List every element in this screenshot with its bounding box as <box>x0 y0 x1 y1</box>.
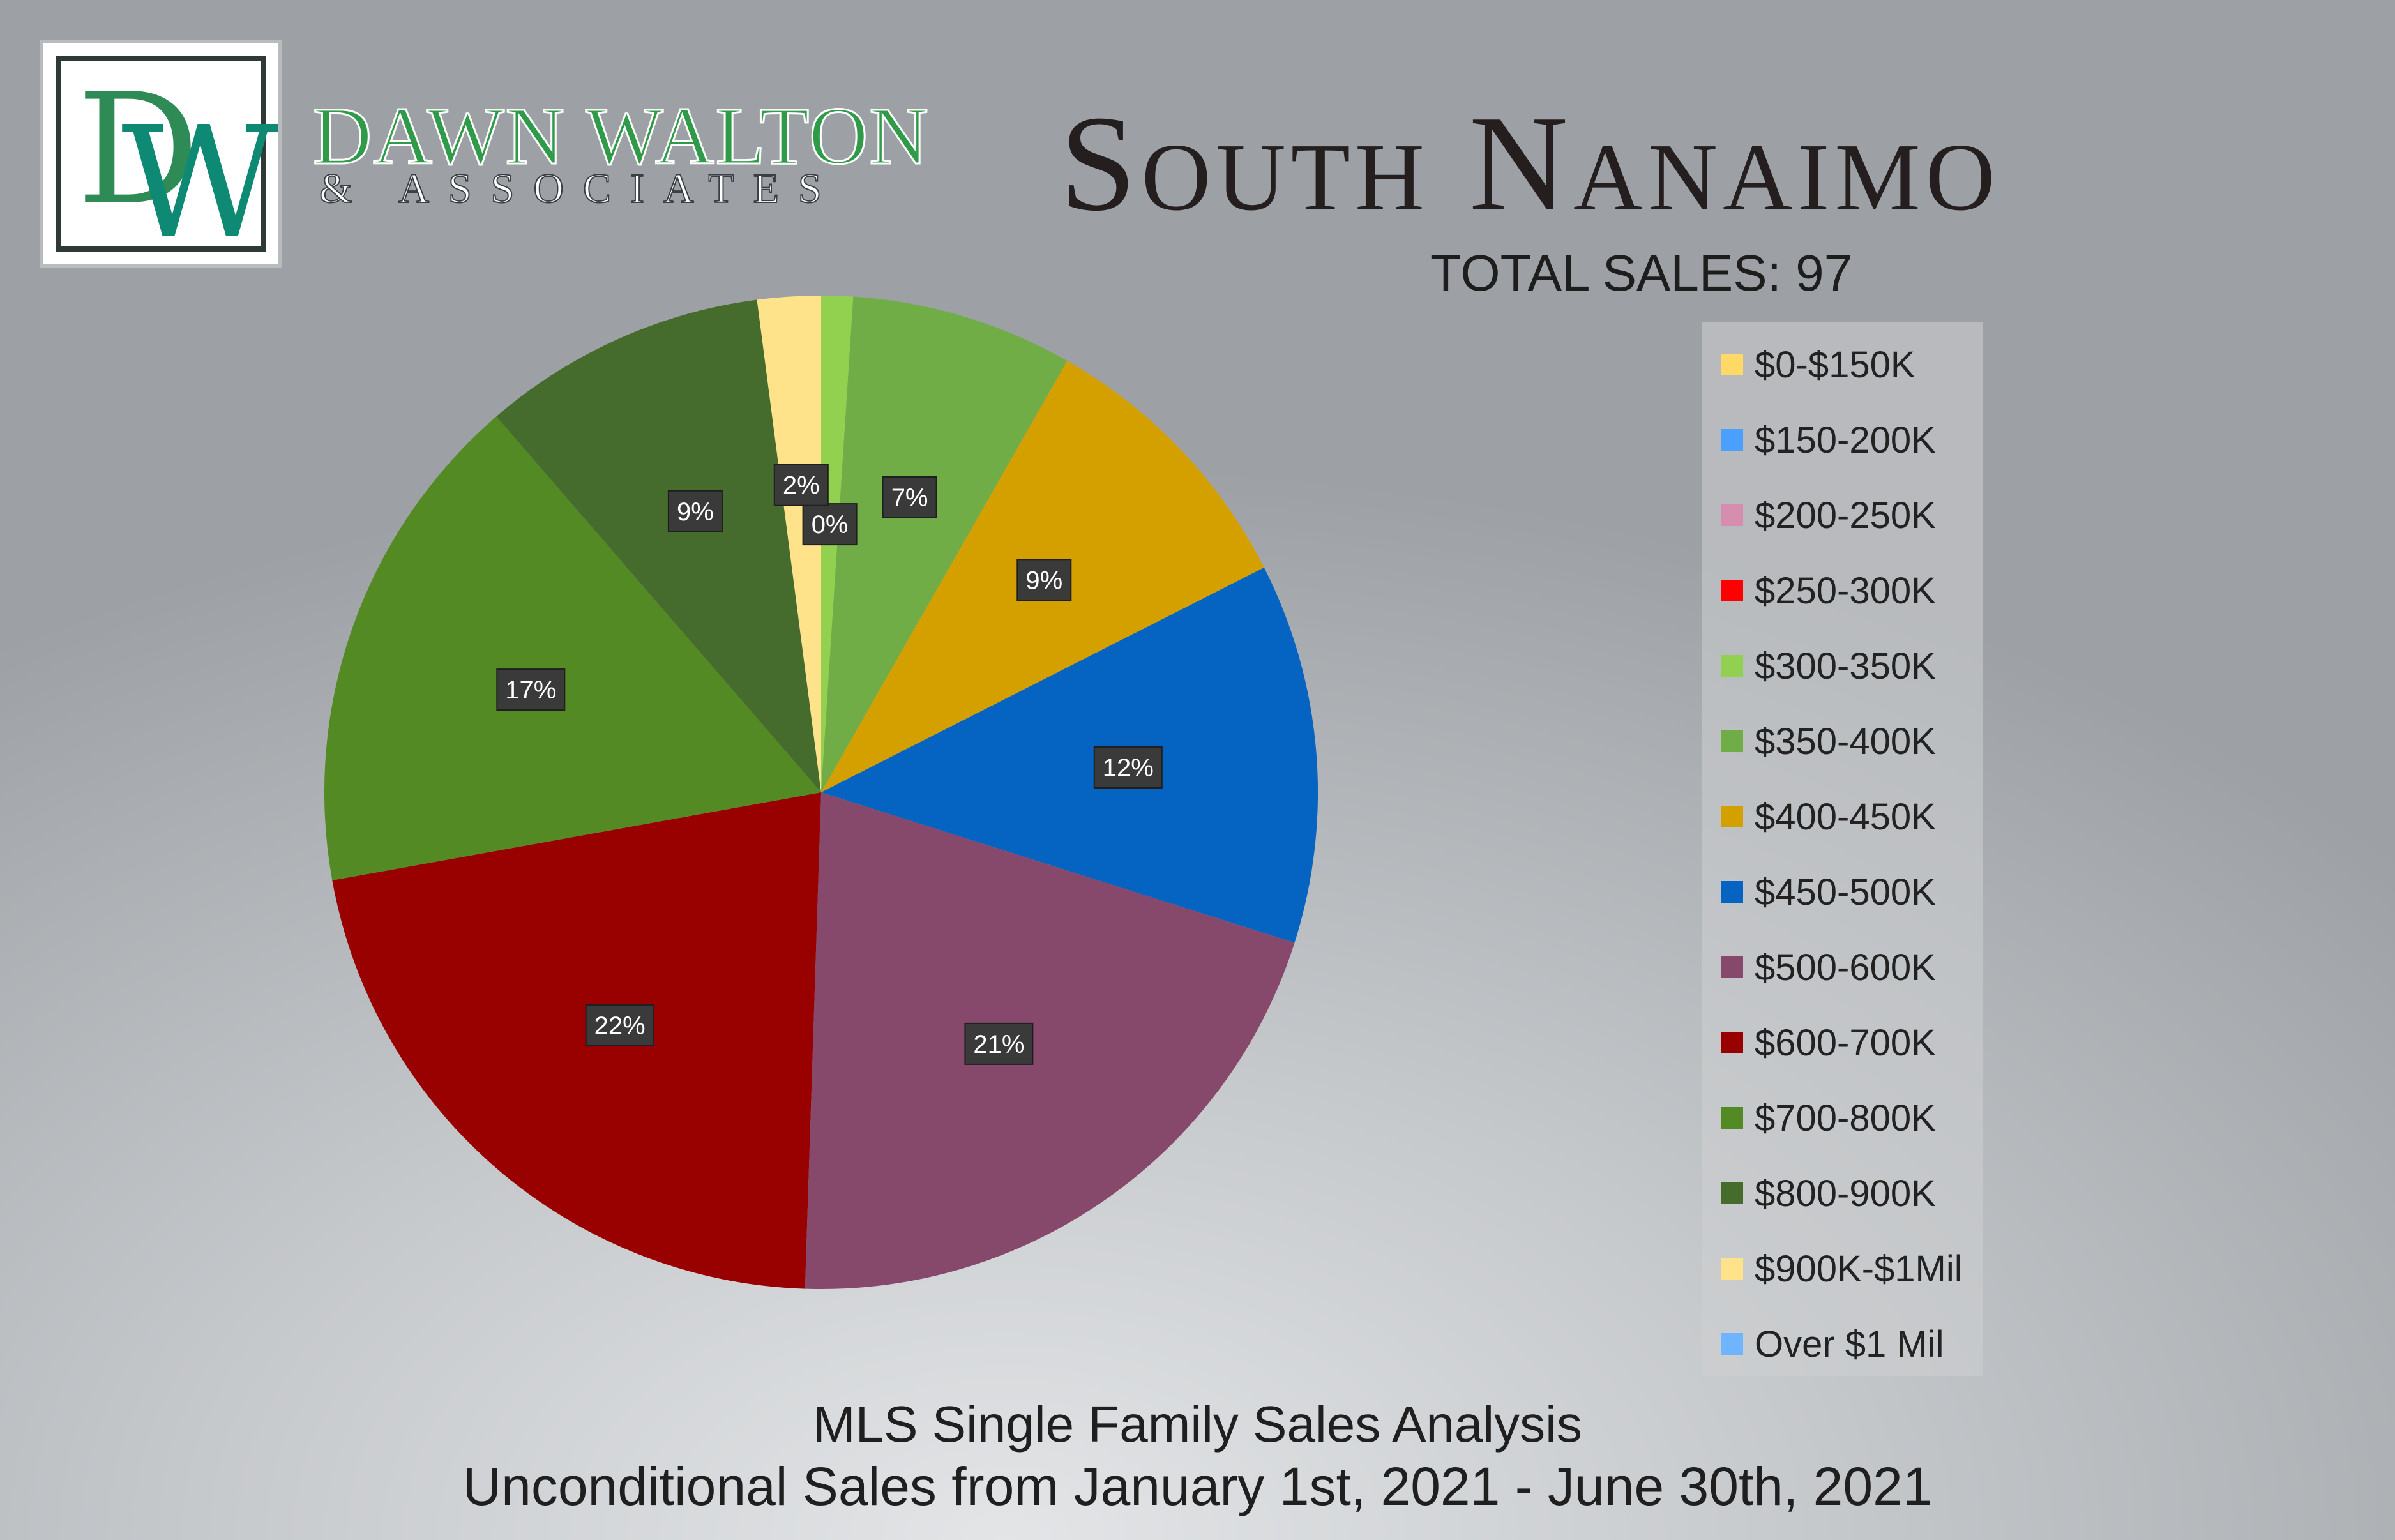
pie-data-label-box <box>964 1022 1034 1065</box>
pie-data-label: 9% <box>1016 559 1072 601</box>
pie-data-label-text: 21% <box>973 1030 1024 1059</box>
legend-item: $800-900K <box>1721 1168 1936 1219</box>
legend-swatch <box>1721 504 1743 526</box>
pie-data-label-box <box>882 476 937 518</box>
pie-data-label-text: 9% <box>1025 566 1062 594</box>
pie-slice <box>332 792 821 1289</box>
logo-letter-w: W <box>121 93 279 272</box>
legend-item: $600-700K <box>1721 1017 1936 1068</box>
pie-data-label-box <box>496 668 566 711</box>
logo-letter-d: D <box>77 60 200 239</box>
pie-slice <box>757 296 821 792</box>
legend-item: $150-200K <box>1721 414 1936 465</box>
brand-subtitle: & ASSOCIATES <box>319 165 841 213</box>
page-title: South Nanaimo <box>1060 87 2000 239</box>
legend-swatch <box>1721 655 1743 677</box>
pie-data-label: 12% <box>1093 746 1163 789</box>
pie-slice <box>324 416 821 880</box>
pie-data-label-text: 2% <box>783 472 820 500</box>
pie-data-label-box <box>667 490 723 532</box>
legend-swatch <box>1721 1107 1743 1129</box>
legend-swatch <box>1721 730 1743 752</box>
legend-item: Over $1 Mil <box>1721 1318 1944 1370</box>
legend-item: $700-800K <box>1721 1092 1936 1144</box>
legend-swatch <box>1721 1333 1743 1355</box>
legend-swatch <box>1721 580 1743 601</box>
legend-swatch <box>1721 429 1743 451</box>
legend-label: $500-600K <box>1755 946 1936 988</box>
chart-legend: $0-$150K $150-200K $200-250K $250-300K $300-… <box>1702 322 1983 1376</box>
legend-label: Over $1 Mil <box>1755 1323 1944 1365</box>
pie-data-labels: 0% 7% 9% 12% 21% 22% 17% 9% 2% <box>496 464 1163 1065</box>
legend-item: $350-400K <box>1721 716 1936 767</box>
pie-data-label-box <box>1093 746 1163 789</box>
legend-label: $900K-$1Mil <box>1755 1248 1963 1290</box>
pie-data-label-text: 22% <box>594 1012 646 1040</box>
legend-item: $400-450K <box>1721 791 1936 842</box>
pie-slice <box>805 792 1295 1290</box>
pie-data-label: 7% <box>882 476 937 518</box>
chart-footer-subtitle: Unconditional Sales from January 1st, 20… <box>462 1456 1933 1516</box>
legend-item: $900K-$1Mil <box>1721 1243 1963 1294</box>
pie-data-label-text: 17% <box>505 676 556 704</box>
logo-monogram: D W <box>70 55 279 272</box>
pie-data-label: 2% <box>773 464 829 506</box>
total-sales: TOTAL SALES: 97 <box>1430 245 1853 301</box>
legend-label: $600-700K <box>1755 1022 1936 1064</box>
legend-label: $450-500K <box>1755 871 1936 913</box>
legend-item: $300-350K <box>1721 640 1936 691</box>
legend-swatch <box>1721 1258 1743 1280</box>
pie-data-label: 21% <box>964 1022 1034 1065</box>
legend-label: $800-900K <box>1755 1172 1936 1214</box>
legend-label: $700-800K <box>1755 1097 1936 1139</box>
pie-slice <box>821 567 1318 943</box>
legend-swatch <box>1721 354 1743 375</box>
logo-frame: D W <box>56 56 279 272</box>
legend-label: $200-250K <box>1755 494 1936 536</box>
legend-swatch <box>1721 1182 1743 1204</box>
pie-data-label-text: 0% <box>812 511 849 539</box>
legend-item: $200-250K <box>1721 490 1936 541</box>
pie-data-label: 22% <box>585 1004 654 1046</box>
legend-label: $400-450K <box>1755 796 1936 838</box>
pie-data-label: 17% <box>496 668 566 711</box>
legend-swatch <box>1721 806 1743 827</box>
pie-data-label-text: 12% <box>1103 754 1154 782</box>
pie-slices <box>324 295 1318 1290</box>
pie-data-label: 0% <box>802 503 858 546</box>
legend-item: $0-$150K <box>1721 339 1915 390</box>
legend-label: $150-200K <box>1755 419 1936 461</box>
pie-data-label-box <box>773 464 829 506</box>
legend-label: $0-$150K <box>1755 343 1915 386</box>
legend-swatch <box>1721 1032 1743 1053</box>
legend-label: $300-350K <box>1755 645 1936 687</box>
pie-slice <box>496 299 821 792</box>
legend-swatch <box>1721 956 1743 978</box>
legend-item: $450-500K <box>1721 866 1936 917</box>
legend-label: $350-400K <box>1755 720 1936 762</box>
legend-swatch <box>1721 881 1743 903</box>
chart-footer-title: MLS Single Family Sales Analysis <box>813 1396 1582 1453</box>
pie-data-label: 9% <box>667 490 723 532</box>
legend-label: $250-300K <box>1755 570 1936 612</box>
pie-data-label-box <box>802 503 858 546</box>
company-logo: D W <box>40 40 282 272</box>
pie-slice <box>821 296 1068 793</box>
legend-item: $250-300K <box>1721 565 1936 616</box>
pie-data-label-box <box>1016 559 1072 601</box>
pie-data-label-text: 9% <box>677 498 714 526</box>
legend-item: $500-600K <box>1721 942 1936 993</box>
pie-data-label-text: 7% <box>891 484 928 512</box>
pie-data-label-box <box>585 1004 654 1046</box>
brand-name: DAWN WALTON <box>312 90 930 183</box>
